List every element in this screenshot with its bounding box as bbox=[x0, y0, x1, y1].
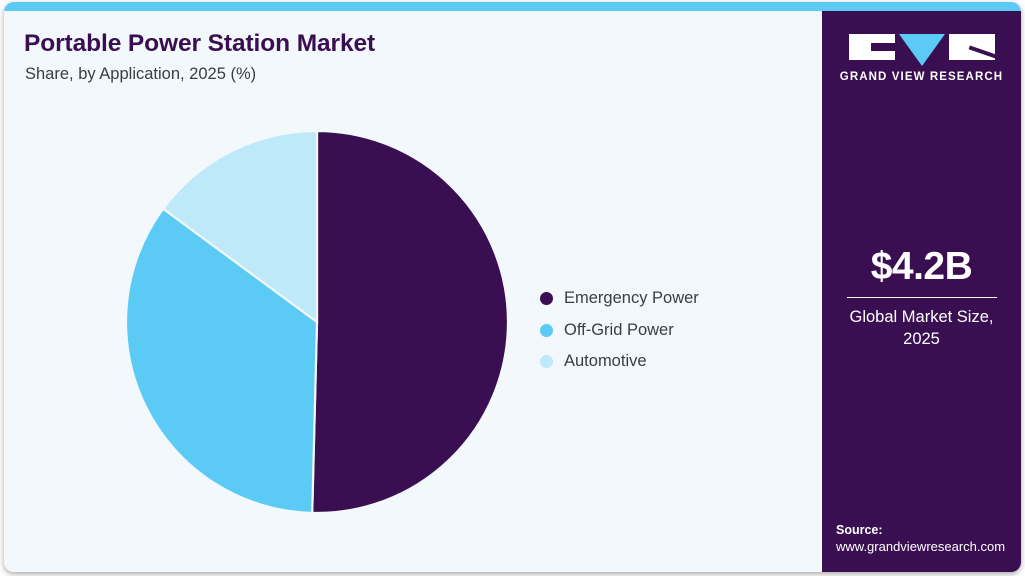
source-label: Source: bbox=[836, 523, 883, 537]
legend-item-automotive[interactable]: Automotive bbox=[540, 346, 790, 378]
stat-value: $4.2B bbox=[870, 245, 973, 288]
page-title: Portable Power Station Market bbox=[24, 30, 376, 57]
legend-swatch-icon bbox=[540, 292, 553, 306]
legend-label: Emergency Power bbox=[564, 289, 699, 308]
legend-item-off-grid-power[interactable]: Off-Grid Power bbox=[540, 315, 790, 347]
pie-chart-svg bbox=[124, 129, 510, 515]
pie-chart bbox=[122, 127, 512, 517]
chart-legend: Emergency Power Off-Grid Power Automotiv… bbox=[540, 283, 790, 378]
grand-view-research-logo: GRAND VIEW RESEARCH bbox=[822, 34, 1021, 83]
chart-area: Portable Power Station Market Share, by … bbox=[4, 11, 822, 572]
legend-swatch-icon bbox=[540, 355, 553, 369]
pie-slice[interactable] bbox=[311, 129, 510, 515]
legend-label: Automotive bbox=[564, 352, 647, 371]
logo-wordmark: GRAND VIEW RESEARCH bbox=[839, 71, 1004, 83]
logo-r-icon bbox=[948, 34, 995, 60]
logo-v-triangle-icon bbox=[898, 34, 945, 66]
stat-caption: Global Market Size, 2025 bbox=[849, 307, 994, 349]
legend-swatch-icon bbox=[540, 323, 553, 337]
logo-g-icon bbox=[848, 34, 895, 60]
pie-slice-group bbox=[124, 129, 510, 515]
logo-marks bbox=[822, 34, 1021, 66]
stat-divider bbox=[846, 296, 997, 298]
page-subtitle: Share, by Application, 2025 (%) bbox=[25, 65, 257, 83]
pie-slice[interactable] bbox=[124, 207, 319, 515]
source-block: Source: www.grandviewresearch.com bbox=[836, 523, 1013, 554]
legend-item-emergency-power[interactable]: Emergency Power bbox=[540, 283, 790, 315]
pie-slice[interactable] bbox=[161, 129, 319, 325]
source-url[interactable]: www.grandviewresearch.com bbox=[836, 539, 1006, 554]
legend-label: Off-Grid Power bbox=[564, 320, 674, 339]
brand-sidebar: GRAND VIEW RESEARCH $4.2B Global Market … bbox=[822, 11, 1021, 572]
chart-card: Portable Power Station Market Share, by … bbox=[4, 2, 1021, 572]
market-size-stat: $4.2B Global Market Size, 2025 bbox=[822, 245, 1021, 350]
accent-bar bbox=[4, 2, 1021, 11]
